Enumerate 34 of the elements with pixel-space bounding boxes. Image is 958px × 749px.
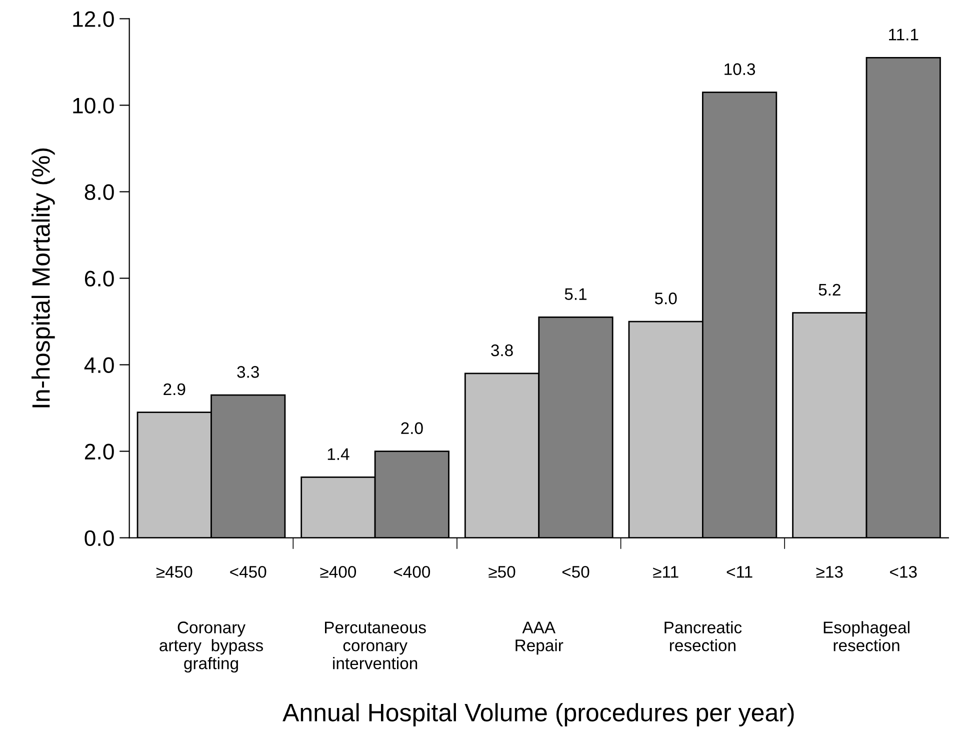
text: <50 <box>562 566 590 578</box>
y-axis-title: In-hospital Mortality (%) <box>32 148 55 408</box>
data-label: 1.4 <box>328 448 350 460</box>
y-tick-label: 10.0 <box>73 98 114 114</box>
y-tick-label: 0.0 <box>84 530 114 546</box>
data-label: 10.3 <box>724 63 756 76</box>
data-label: 3.3 <box>237 366 259 378</box>
x-tick-label: AAA Repair <box>516 622 564 655</box>
text: ≥11 <box>653 566 678 578</box>
data-label: 11.1 <box>889 28 918 40</box>
data-label: 3.8 <box>491 344 513 356</box>
text: <450 <box>230 566 266 578</box>
data-label: 2.0 <box>401 422 423 434</box>
text: <13 <box>890 566 917 578</box>
data-label: 5.1 <box>564 288 587 300</box>
y-tick-label: 8.0 <box>84 184 114 200</box>
data-label: 5.2 <box>818 284 840 296</box>
text: <400 <box>394 566 430 578</box>
y-tick-label: 2.0 <box>84 444 114 460</box>
text: ≥13 <box>816 566 843 578</box>
text: ≥50 <box>488 566 516 578</box>
text: ≥450 <box>156 566 192 578</box>
data-label: 2.9 <box>164 383 186 396</box>
x-axis-title: Annual Hospital Volume (procedures per year) <box>282 703 794 726</box>
y-tick-label: 12.0 <box>73 11 114 27</box>
x-tick-label: Pancreatic resection <box>664 621 742 652</box>
x-tick-label: Coronary artery bypass grafting <box>160 622 263 673</box>
x-tick-label: Percutaneous coronary intervention <box>325 622 426 670</box>
y-tick-label: 6.0 <box>84 270 114 287</box>
text: ≥400 <box>320 566 356 578</box>
text: <11 <box>726 566 752 578</box>
y-tick-label: 4.0 <box>84 357 114 374</box>
x-tick-label: Esophageal resection <box>824 621 910 652</box>
data-label: 5.0 <box>654 292 677 304</box>
